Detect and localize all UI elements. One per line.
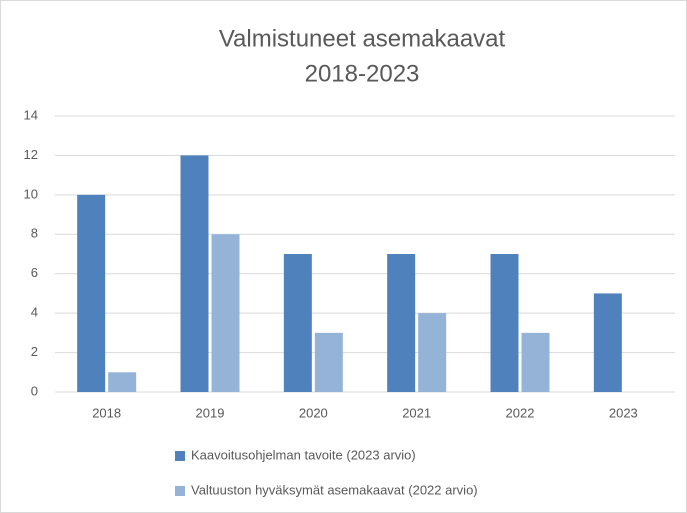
legend-swatch xyxy=(175,486,185,496)
chart-subtitle: 2018-2023 xyxy=(305,60,420,87)
x-tick-label: 2023 xyxy=(609,405,638,420)
bar xyxy=(314,332,343,392)
bar xyxy=(418,313,447,392)
bar xyxy=(108,372,137,392)
y-tick-label: 6 xyxy=(31,265,38,280)
chart-title: Valmistuneet asemakaavat xyxy=(219,25,506,52)
y-tick-label: 10 xyxy=(24,186,38,201)
y-tick-label: 12 xyxy=(24,147,38,162)
bar xyxy=(283,254,312,392)
bar xyxy=(593,293,622,392)
x-tick-label: 2020 xyxy=(299,405,328,420)
bar xyxy=(521,332,550,392)
x-tick-label: 2021 xyxy=(402,405,431,420)
bar xyxy=(490,254,519,392)
bar xyxy=(180,155,209,392)
y-tick-label: 0 xyxy=(31,383,38,398)
bar xyxy=(211,234,240,392)
y-tick-label: 14 xyxy=(24,107,38,122)
y-tick-label: 4 xyxy=(31,305,38,320)
x-tick-label: 2022 xyxy=(506,405,535,420)
y-tick-label: 2 xyxy=(31,344,38,359)
y-tick-label: 8 xyxy=(31,226,38,241)
legend-label: Kaavoitusohjelman tavoite (2023 arvio) xyxy=(191,447,416,462)
x-tick-label: 2018 xyxy=(92,405,121,420)
legend-label: Valtuuston hyväksymät asemakaavat (2022 … xyxy=(191,482,478,497)
bar xyxy=(77,194,106,392)
legend-swatch xyxy=(175,451,185,461)
x-tick-label: 2019 xyxy=(196,405,225,420)
bar xyxy=(387,254,416,392)
